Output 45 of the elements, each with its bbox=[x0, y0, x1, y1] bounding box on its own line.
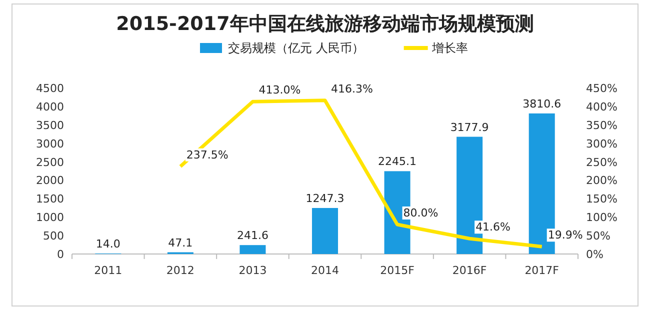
x-tick-label: 2016F bbox=[452, 264, 487, 277]
data-label: 3177.9 bbox=[450, 120, 489, 134]
data-label: 1247.3 bbox=[306, 192, 344, 205]
x-tick-label: 2013 bbox=[238, 264, 267, 277]
y-tick-label: 4500 bbox=[36, 82, 64, 95]
data-label: 41.6% bbox=[476, 220, 511, 234]
data-label: 47.1 bbox=[168, 236, 193, 250]
bar bbox=[312, 208, 338, 254]
y2-tick-label: 100% bbox=[586, 211, 618, 224]
data-label: 14.0 bbox=[96, 237, 120, 250]
chart-title: 2015-2017年中国在线旅游移动端市场规模预测 bbox=[116, 13, 534, 35]
y2-tick-label: 0% bbox=[586, 248, 604, 261]
y-tick-label: 1500 bbox=[36, 192, 64, 206]
data-label: 19.9% bbox=[548, 228, 583, 242]
x-tick-label: 2014 bbox=[311, 264, 339, 277]
y2-tick-label: 450% bbox=[586, 82, 618, 95]
y-tick-label: 0 bbox=[57, 248, 64, 261]
y-tick-label: 2000 bbox=[36, 174, 64, 188]
data-label: 413.0% bbox=[258, 84, 301, 97]
data-label: 241.6 bbox=[236, 229, 268, 242]
y2-tick-label: 400% bbox=[586, 100, 618, 114]
x-tick-label: 2017F bbox=[524, 264, 560, 277]
y-tick-label: 2500 bbox=[36, 156, 64, 169]
data-label: 237.5% bbox=[186, 148, 228, 162]
data-label: 2245.1 bbox=[378, 155, 417, 168]
x-tick-label: 2015F bbox=[380, 264, 414, 277]
x-tick-label: 2011 bbox=[94, 264, 122, 277]
legend-label: 增长率 bbox=[430, 41, 468, 55]
x-tick-label: 2012 bbox=[166, 264, 194, 277]
y-tick-label: 4000 bbox=[36, 100, 64, 114]
legend-label: 交易规模（亿元 人民币） bbox=[228, 41, 364, 55]
y-tick-label: 1000 bbox=[36, 211, 64, 224]
data-label: 3810.6 bbox=[522, 97, 562, 110]
y2-tick-label: 200% bbox=[586, 174, 618, 188]
data-label: 80.0% bbox=[403, 206, 438, 220]
y2-tick-label: 350% bbox=[586, 118, 618, 132]
y-tick-label: 3000 bbox=[36, 137, 64, 150]
y2-tick-label: 250% bbox=[586, 156, 618, 169]
y-tick-label: 3500 bbox=[36, 118, 64, 132]
y2-tick-label: 50% bbox=[586, 230, 610, 243]
y2-tick-label: 150% bbox=[586, 192, 618, 206]
bar bbox=[240, 245, 266, 254]
data-label: 416.3% bbox=[331, 82, 373, 96]
y2-tick-label: 300% bbox=[586, 137, 618, 150]
y-tick-label: 500 bbox=[43, 230, 64, 243]
